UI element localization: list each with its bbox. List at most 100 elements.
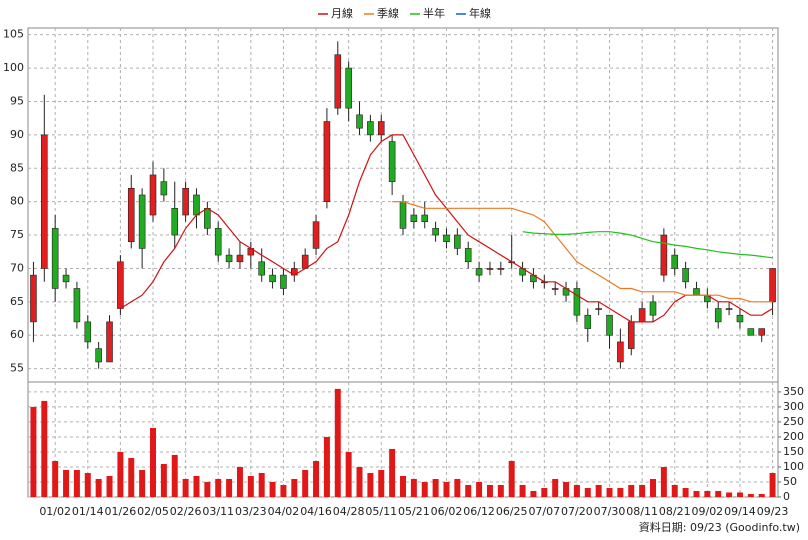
x-tick-label: 02/05 xyxy=(137,505,169,518)
x-tick-label: 08/21 xyxy=(659,505,691,518)
x-tick-label: 02/26 xyxy=(170,505,202,518)
volume-bar xyxy=(410,478,417,497)
y2-tick-label: 200 xyxy=(783,430,804,443)
volume-bar xyxy=(160,463,167,497)
volume-bar xyxy=(606,487,613,497)
y-tick-label: 85 xyxy=(10,161,24,174)
candle-body xyxy=(160,181,168,196)
candle-body xyxy=(356,114,363,129)
y-tick-label: 90 xyxy=(10,128,24,141)
x-tick-label: 06/25 xyxy=(496,505,528,518)
volume-bar xyxy=(247,475,254,497)
volume-bar xyxy=(769,472,776,497)
x-tick-label: 05/21 xyxy=(398,505,430,518)
candle-body xyxy=(51,228,59,289)
y-tick-label: 65 xyxy=(10,295,24,308)
volume-bar xyxy=(465,484,472,497)
candle-body xyxy=(758,328,765,336)
candle-body xyxy=(280,274,287,289)
x-tick-label: 08/11 xyxy=(626,505,658,518)
volume-bar xyxy=(660,466,667,497)
candle-body xyxy=(747,328,755,336)
candle-body xyxy=(736,314,744,323)
candle-body xyxy=(388,141,396,182)
candle-body xyxy=(204,208,211,229)
x-tick-label: 01/26 xyxy=(105,505,137,518)
volume-bar xyxy=(573,484,580,497)
legend-label: 月線 xyxy=(331,6,353,20)
x-tick-label: 06/12 xyxy=(463,505,495,518)
x-tick-label: 09/23 xyxy=(757,505,789,518)
candle-body xyxy=(258,261,265,276)
volume-bar xyxy=(617,487,624,497)
volume-bar xyxy=(400,475,406,497)
candle-body xyxy=(214,228,222,256)
x-tick-label: 04/16 xyxy=(300,505,332,518)
y-tick-label: 70 xyxy=(10,261,24,274)
volume-bar xyxy=(563,481,570,497)
volume-bar xyxy=(41,400,48,497)
volume-bar xyxy=(236,466,243,497)
volume-bar xyxy=(682,487,689,497)
volume-bar xyxy=(541,487,548,497)
y2-tick-label: 150 xyxy=(783,445,804,458)
candle-body xyxy=(334,54,342,109)
volume-bar xyxy=(269,481,276,497)
x-tick-label: 04/28 xyxy=(333,505,365,518)
candle-body xyxy=(497,268,505,270)
y-tick-label: 105 xyxy=(3,28,24,41)
candle-body xyxy=(638,308,646,323)
x-tick-label: 07/20 xyxy=(561,505,593,518)
volume-bar xyxy=(519,484,526,497)
candle-body xyxy=(269,274,276,283)
volume-bar xyxy=(552,478,559,497)
x-tick-label: 03/11 xyxy=(202,505,234,518)
volume-bar xyxy=(356,466,363,497)
volume-bar xyxy=(139,469,146,497)
candle-body xyxy=(171,208,179,236)
volume-bar xyxy=(726,492,733,497)
x-tick-label: 04/02 xyxy=(268,505,300,518)
candle-body xyxy=(41,134,48,269)
candle-body xyxy=(323,121,331,202)
x-tick-label: 01/14 xyxy=(72,505,104,518)
candle-body xyxy=(443,234,450,243)
volume-bar xyxy=(204,481,211,497)
volume-bar xyxy=(117,451,124,497)
candle-body xyxy=(486,268,494,270)
candle-body xyxy=(660,234,668,276)
volume-bar xyxy=(421,481,428,497)
y-tick-label: 95 xyxy=(10,94,24,107)
volume-bar xyxy=(715,490,722,497)
y2-tick-label: 300 xyxy=(783,400,804,413)
candle-body xyxy=(649,301,657,316)
volume-bar xyxy=(63,469,70,497)
volume-bar xyxy=(280,484,287,497)
volume-bar xyxy=(443,481,450,497)
volume-bar xyxy=(258,472,265,497)
volume-bar xyxy=(193,475,200,497)
volume-bar xyxy=(84,472,91,497)
candle-body xyxy=(769,268,776,303)
ma-line xyxy=(522,231,773,259)
volume-bar xyxy=(508,460,515,497)
candle-body xyxy=(73,288,81,323)
candle-body xyxy=(106,321,113,363)
candle-body xyxy=(671,254,679,269)
volume-bar xyxy=(639,484,646,497)
y2-tick-label: 350 xyxy=(783,385,804,398)
y-tick-label: 100 xyxy=(3,61,24,74)
candle-body xyxy=(584,314,592,329)
y2-tick-label: 250 xyxy=(783,415,804,428)
candle-body xyxy=(573,288,581,316)
volume-bar xyxy=(334,388,341,497)
candle-body xyxy=(551,288,559,290)
x-tick-label: 07/30 xyxy=(594,505,626,518)
volume-bar xyxy=(693,490,700,497)
x-tick-label: 09/02 xyxy=(691,505,723,518)
volume-bar xyxy=(128,457,135,497)
candle-body xyxy=(714,308,722,323)
candle-body xyxy=(127,188,135,243)
x-tick-label: 01/02 xyxy=(39,505,71,518)
